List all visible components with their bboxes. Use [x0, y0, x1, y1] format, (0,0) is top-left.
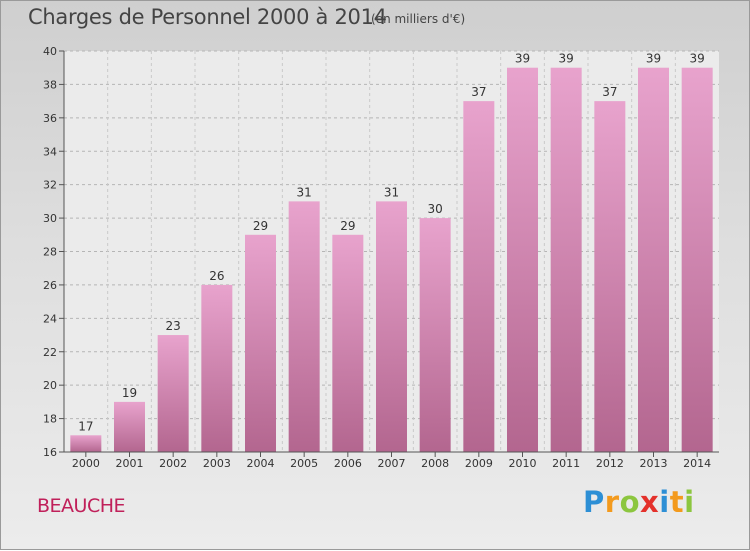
y-tick-label: 36: [43, 112, 57, 125]
x-tick-label: 2006: [334, 457, 362, 470]
bar: [376, 201, 407, 452]
x-tick-label: 2004: [247, 457, 275, 470]
data-label: 31: [384, 185, 399, 199]
x-tick-label: 2007: [378, 457, 406, 470]
x-tick-label: 2013: [640, 457, 668, 470]
x-tick-label: 2000: [72, 457, 100, 470]
y-tick-label: 30: [43, 212, 57, 225]
x-tick-label: 2001: [116, 457, 144, 470]
data-label: 39: [690, 52, 705, 66]
commune-name: BEAUCHE: [37, 495, 126, 517]
data-label: 23: [166, 319, 181, 333]
x-tick-label: 2014: [683, 457, 711, 470]
brand-letter: t: [669, 485, 685, 519]
brand-letter: o: [619, 485, 641, 519]
bar: [507, 67, 538, 452]
brand-letter: r: [604, 485, 620, 519]
brand-letter: x: [640, 485, 660, 519]
y-tick-label: 16: [43, 446, 57, 459]
data-label: 17: [78, 419, 93, 433]
data-label: 29: [340, 219, 355, 233]
bar: [245, 234, 276, 452]
brand-logo: Proxiti: [583, 485, 695, 519]
y-tick-label: 32: [43, 179, 57, 192]
y-tick-label: 26: [43, 279, 57, 292]
data-label: 29: [253, 219, 268, 233]
bar: [288, 201, 320, 452]
data-label: 39: [559, 52, 574, 66]
bar: [332, 234, 364, 452]
x-tick-label: 2011: [552, 457, 580, 470]
bar: [419, 218, 451, 452]
data-label: 26: [209, 269, 224, 283]
data-label: 37: [471, 85, 486, 99]
chart-title: Charges de Personnel 2000 à 2014: [28, 5, 387, 29]
data-label: 19: [122, 386, 137, 400]
bar: [463, 101, 495, 452]
x-tick-label: 2003: [203, 457, 231, 470]
x-tick-label: 2005: [290, 457, 318, 470]
y-tick-label: 22: [43, 346, 57, 359]
y-tick-label: 24: [43, 312, 57, 325]
x-tick-label: 2002: [159, 457, 187, 470]
bar: [594, 101, 626, 452]
y-tick-label: 28: [43, 246, 57, 259]
data-label: 31: [297, 185, 312, 199]
y-tick-label: 18: [43, 413, 57, 426]
y-tick-label: 38: [43, 78, 57, 91]
bar: [201, 284, 233, 452]
bar: [681, 67, 713, 452]
data-label: 39: [646, 52, 661, 66]
data-label: 39: [515, 52, 530, 66]
brand-letter: i: [659, 485, 670, 519]
x-tick-label: 2009: [465, 457, 493, 470]
x-tick-label: 2012: [596, 457, 624, 470]
data-label: 30: [428, 202, 443, 216]
bar: [550, 67, 582, 452]
bar: [70, 435, 102, 452]
y-tick-label: 40: [43, 45, 57, 58]
brand-letter: P: [583, 485, 605, 519]
brand-letter: i: [684, 485, 695, 519]
chart-subtitle: (en milliers d'€): [371, 12, 466, 26]
bar: [157, 335, 189, 452]
data-label: 37: [602, 85, 617, 99]
y-tick-label: 20: [43, 379, 57, 392]
y-tick-label: 34: [43, 145, 57, 158]
bar: [114, 401, 145, 452]
x-tick-label: 2010: [509, 457, 537, 470]
bar: [638, 67, 669, 452]
x-tick-label: 2008: [421, 457, 449, 470]
